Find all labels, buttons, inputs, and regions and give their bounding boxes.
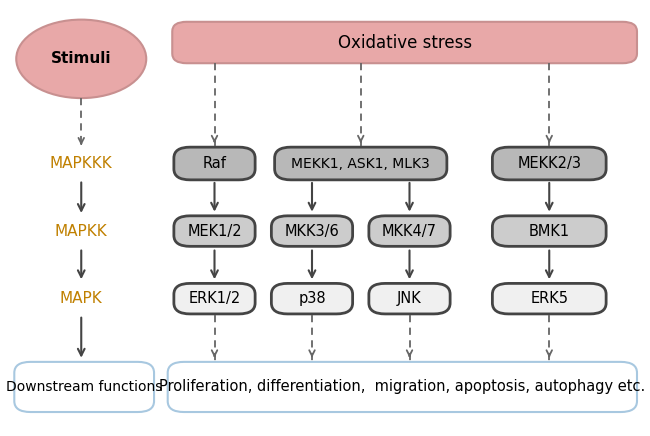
FancyBboxPatch shape — [369, 216, 450, 246]
FancyBboxPatch shape — [272, 216, 352, 246]
FancyBboxPatch shape — [272, 283, 352, 314]
Text: BMK1: BMK1 — [528, 224, 570, 238]
Text: MAPK: MAPK — [60, 291, 103, 306]
FancyBboxPatch shape — [174, 147, 255, 180]
Text: MAPKK: MAPKK — [55, 224, 108, 238]
FancyBboxPatch shape — [174, 216, 255, 246]
Text: Raf: Raf — [203, 156, 226, 171]
Text: ERK5: ERK5 — [530, 291, 568, 306]
Text: JNK: JNK — [397, 291, 422, 306]
Text: MEK1/2: MEK1/2 — [187, 224, 242, 238]
FancyBboxPatch shape — [172, 22, 637, 63]
FancyBboxPatch shape — [493, 283, 606, 314]
FancyBboxPatch shape — [369, 283, 450, 314]
Text: MAPKKK: MAPKKK — [50, 156, 112, 171]
Text: Oxidative stress: Oxidative stress — [337, 34, 472, 51]
Text: MKK4/7: MKK4/7 — [382, 224, 437, 238]
Text: ERK1/2: ERK1/2 — [188, 291, 240, 306]
Text: MEKK2/3: MEKK2/3 — [517, 156, 581, 171]
Text: Proliferation, differentiation,  migration, apoptosis, autophagy etc.: Proliferation, differentiation, migratio… — [159, 379, 645, 395]
FancyBboxPatch shape — [14, 362, 154, 412]
Text: MKK3/6: MKK3/6 — [285, 224, 339, 238]
Ellipse shape — [16, 20, 146, 98]
Text: Downstream functions: Downstream functions — [6, 380, 162, 394]
FancyBboxPatch shape — [274, 147, 447, 180]
FancyBboxPatch shape — [174, 283, 255, 314]
FancyBboxPatch shape — [168, 362, 637, 412]
Text: p38: p38 — [298, 291, 326, 306]
Text: MEKK1, ASK1, MLK3: MEKK1, ASK1, MLK3 — [291, 157, 430, 170]
FancyBboxPatch shape — [493, 216, 606, 246]
Text: Stimuli: Stimuli — [51, 51, 112, 66]
FancyBboxPatch shape — [493, 147, 606, 180]
